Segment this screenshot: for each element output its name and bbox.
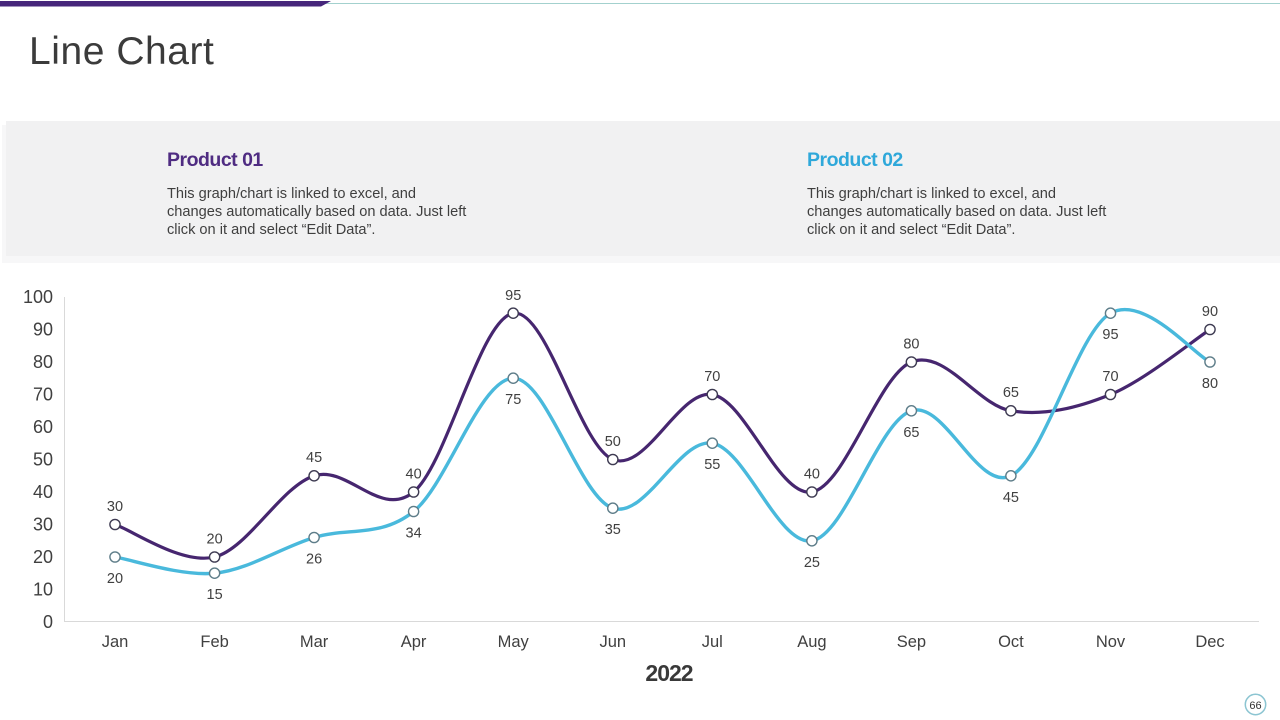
- svg-text:0: 0: [43, 612, 53, 632]
- svg-text:Jan: Jan: [102, 633, 129, 651]
- svg-text:40: 40: [406, 467, 422, 483]
- svg-text:Feb: Feb: [200, 633, 228, 651]
- svg-text:34: 34: [406, 526, 422, 542]
- svg-text:90: 90: [33, 320, 53, 340]
- svg-text:Mar: Mar: [300, 633, 329, 651]
- svg-text:Apr: Apr: [401, 633, 427, 651]
- svg-text:70: 70: [1102, 369, 1118, 385]
- svg-text:95: 95: [505, 288, 521, 304]
- svg-text:80: 80: [1202, 376, 1218, 392]
- svg-text:65: 65: [1003, 385, 1019, 401]
- svg-text:66: 66: [1249, 700, 1261, 712]
- svg-text:100: 100: [23, 287, 53, 307]
- svg-text:80: 80: [33, 352, 53, 372]
- svg-text:20: 20: [107, 571, 123, 587]
- svg-text:70: 70: [704, 369, 720, 385]
- svg-text:25: 25: [804, 555, 820, 571]
- svg-text:35: 35: [605, 522, 621, 538]
- svg-text:Jun: Jun: [599, 633, 626, 651]
- svg-text:Aug: Aug: [797, 633, 826, 651]
- svg-text:40: 40: [804, 467, 820, 483]
- svg-text:2022: 2022: [645, 660, 692, 686]
- svg-text:45: 45: [1003, 490, 1019, 506]
- svg-text:May: May: [498, 633, 530, 651]
- svg-text:75: 75: [505, 392, 521, 408]
- svg-text:30: 30: [107, 499, 123, 515]
- svg-text:45: 45: [306, 450, 322, 466]
- svg-text:Dec: Dec: [1195, 633, 1224, 651]
- svg-text:80: 80: [903, 337, 919, 353]
- svg-text:65: 65: [903, 425, 919, 441]
- svg-text:50: 50: [33, 450, 53, 470]
- svg-text:50: 50: [605, 434, 621, 450]
- svg-text:Nov: Nov: [1096, 633, 1126, 651]
- svg-text:60: 60: [33, 417, 53, 437]
- svg-text:95: 95: [1102, 327, 1118, 343]
- svg-text:26: 26: [306, 552, 322, 568]
- svg-text:30: 30: [33, 515, 53, 535]
- svg-text:Sep: Sep: [897, 633, 926, 651]
- svg-text:55: 55: [704, 457, 720, 473]
- svg-text:70: 70: [33, 385, 53, 405]
- svg-text:20: 20: [33, 547, 53, 567]
- svg-text:10: 10: [33, 580, 53, 600]
- svg-text:Oct: Oct: [998, 633, 1024, 651]
- svg-text:15: 15: [207, 587, 223, 603]
- svg-text:Jul: Jul: [702, 633, 723, 651]
- svg-text:40: 40: [33, 482, 53, 502]
- svg-text:90: 90: [1202, 304, 1218, 320]
- svg-text:20: 20: [207, 532, 223, 548]
